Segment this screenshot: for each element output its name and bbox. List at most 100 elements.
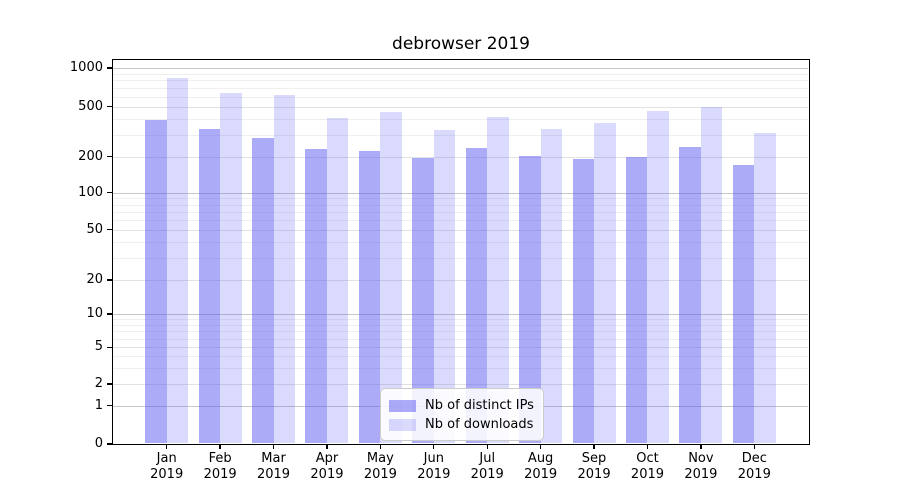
y-tick-label: 2 <box>94 376 103 391</box>
x-tick <box>646 444 649 449</box>
legend-label-distinct-ips: Nb of distinct IPs <box>425 398 534 413</box>
gridline <box>113 219 808 221</box>
x-tick <box>272 444 275 449</box>
bar-distinct-ips-mar <box>252 138 274 443</box>
gridline <box>113 156 808 158</box>
y-tick-label: 5 <box>94 339 103 355</box>
bar-distinct-ips-jan <box>145 120 167 443</box>
gridline <box>113 229 808 231</box>
x-tick-label: Nov 2019 <box>684 451 718 482</box>
gridline <box>113 118 808 120</box>
bar-downloads-aug <box>540 129 563 443</box>
bar-downloads-mar <box>273 94 296 443</box>
gridline <box>113 324 808 326</box>
y-tick <box>106 192 113 194</box>
bar-downloads-feb <box>220 92 242 443</box>
gridline <box>113 87 808 89</box>
y-tick-label: 0 <box>94 436 103 451</box>
y-tick <box>106 156 113 158</box>
x-tick <box>166 444 168 449</box>
bar-distinct-ips-nov <box>679 146 701 443</box>
y-tick-label: 10 <box>86 306 103 321</box>
y-tick-label: 200 <box>78 148 103 164</box>
bar-downloads-oct <box>647 110 669 443</box>
gridline <box>113 80 808 82</box>
bar-downloads-jun <box>433 130 456 443</box>
bar-distinct-ips-apr <box>305 149 327 443</box>
legend-label-downloads: Nb of downloads <box>425 417 534 432</box>
y-tick-label: 1000 <box>69 60 103 75</box>
gridline <box>113 192 808 194</box>
gridline <box>113 314 808 315</box>
gridline <box>113 257 808 259</box>
x-tick-label: Sep 2019 <box>577 451 611 482</box>
bar-downloads-nov <box>700 106 723 443</box>
y-tick <box>106 106 113 108</box>
gridline <box>113 134 808 136</box>
x-tick <box>379 444 382 449</box>
y-tick <box>106 229 113 231</box>
y-tick <box>106 405 113 407</box>
y-tick-label: 100 <box>78 184 103 200</box>
bar-downloads-may <box>380 111 402 443</box>
y-tick <box>106 383 113 385</box>
legend: Nb of distinct IPs Nb of downloads <box>380 388 544 441</box>
x-tick-label: Jul 2019 <box>470 451 504 482</box>
y-tick <box>106 279 113 281</box>
y-tick <box>106 346 113 348</box>
legend-swatch-downloads <box>389 418 416 431</box>
x-tick <box>539 444 542 449</box>
y-tick-label: 50 <box>86 221 103 237</box>
y-tick <box>106 443 113 445</box>
y-tick-label: 20 <box>86 272 103 287</box>
bar-distinct-ips-sep <box>572 158 595 443</box>
bar-downloads-apr <box>326 118 349 443</box>
gridline <box>113 338 808 340</box>
y-tick-label: 1 <box>94 397 103 413</box>
x-tick-label: Feb 2019 <box>203 451 237 482</box>
legend-item-distinct-ips: Nb of distinct IPs <box>381 396 543 415</box>
legend-swatch-distinct-ips <box>389 399 416 412</box>
bar-downloads-jan <box>166 77 189 443</box>
gridline <box>113 106 808 108</box>
y-tick <box>106 313 113 315</box>
x-tick <box>486 444 488 449</box>
x-tick <box>219 444 221 449</box>
bars-layer <box>113 60 808 443</box>
y-tick <box>106 67 113 69</box>
gridline <box>113 331 808 333</box>
bar-distinct-ips-jun <box>412 157 434 443</box>
gridline <box>113 96 808 98</box>
bar-distinct-ips-may <box>358 150 381 443</box>
x-tick-label: May 2019 <box>363 451 397 482</box>
x-tick-label: Aug 2019 <box>524 451 558 482</box>
chart-title: debrowser 2019 <box>392 34 530 54</box>
x-tick <box>593 444 595 449</box>
gridline <box>113 319 808 321</box>
bar-downloads-jul <box>487 116 509 443</box>
legend-item-downloads: Nb of downloads <box>381 415 543 434</box>
bar-downloads-sep <box>594 123 616 443</box>
x-tick <box>433 444 435 449</box>
gridline <box>113 73 808 75</box>
gridline <box>113 211 808 213</box>
bar-distinct-ips-oct <box>625 157 648 443</box>
gridline <box>113 204 808 206</box>
x-tick-label: Jan 2019 <box>150 451 184 482</box>
x-tick-label: Apr 2019 <box>310 451 344 482</box>
x-tick <box>700 444 702 449</box>
bar-distinct-ips-jul <box>465 147 488 443</box>
x-tick-label: Dec 2019 <box>737 451 771 482</box>
x-tick-label: Mar 2019 <box>256 451 291 482</box>
gridline <box>113 241 808 243</box>
bar-downloads-dec <box>754 133 776 443</box>
gridline <box>113 356 808 358</box>
x-tick <box>326 444 328 449</box>
gridline <box>113 384 808 385</box>
bar-distinct-ips-dec <box>732 164 755 443</box>
gridline <box>113 198 808 200</box>
gridline <box>113 367 808 369</box>
gridline <box>113 68 808 69</box>
bar-distinct-ips-feb <box>198 128 221 443</box>
